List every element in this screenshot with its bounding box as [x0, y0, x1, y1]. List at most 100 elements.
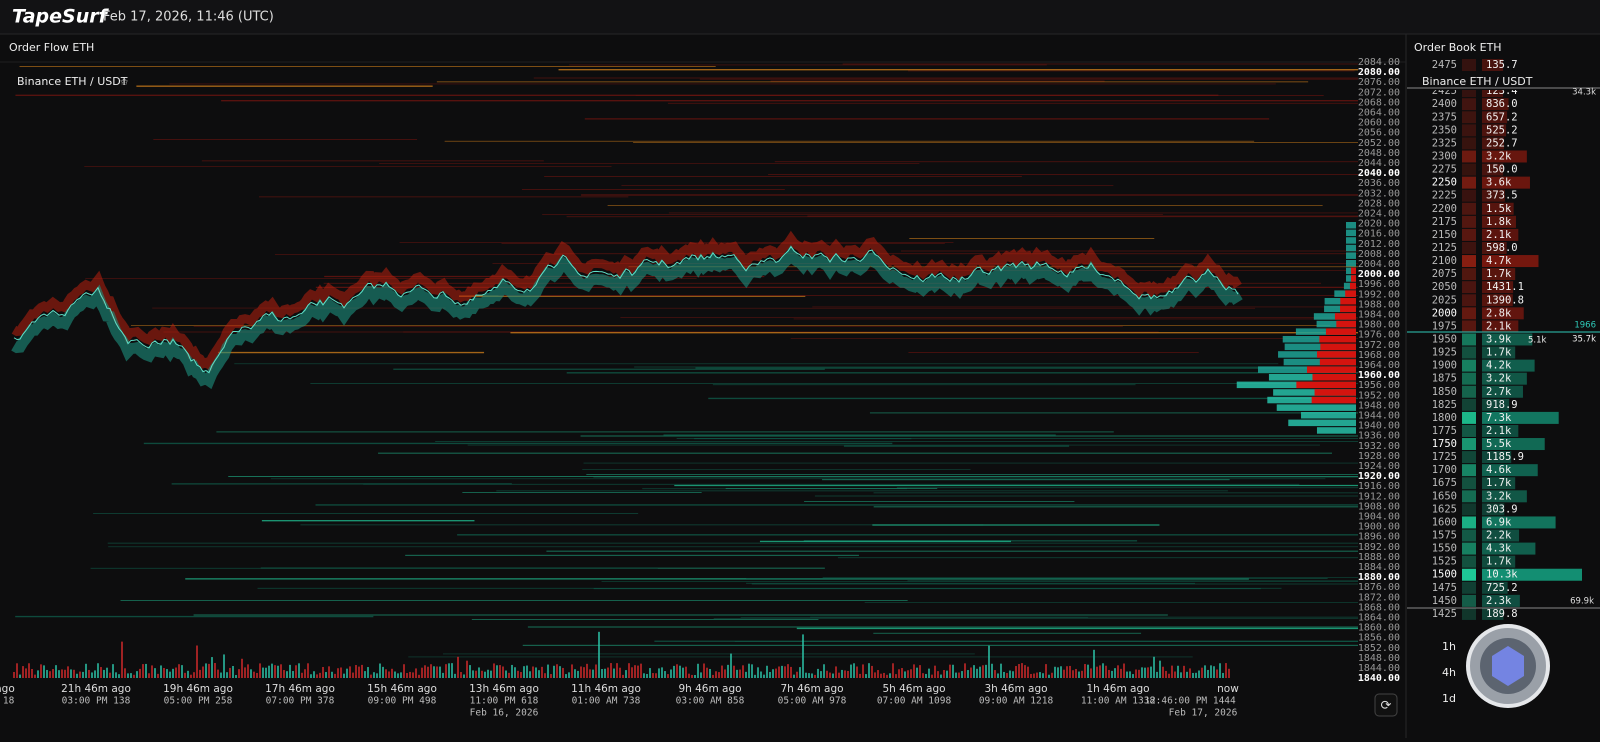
bid-row — [1462, 568, 1476, 581]
book-pair: Binance ETH / USDT — [1422, 75, 1533, 88]
price-axis-label: 2084.00 — [1358, 57, 1400, 68]
book-price: 1600 — [1432, 516, 1457, 528]
book-price: 2300 — [1432, 150, 1457, 162]
pair-label: Binance ETH / USDT — [17, 75, 128, 88]
volume-profile — [1346, 229, 1356, 237]
book-price: 2250 — [1432, 177, 1457, 189]
time-ago-label: 1h 46m ago — [1086, 683, 1149, 695]
ask-row — [1462, 255, 1476, 268]
ask-row — [1462, 137, 1476, 150]
ask-depth — [1482, 163, 1504, 176]
book-price: 2100 — [1432, 255, 1457, 267]
bid-row — [1462, 359, 1476, 372]
price-axis-label: 1876.00 — [1358, 582, 1400, 593]
price-axis-label: 1844.00 — [1358, 663, 1400, 674]
bid-row — [1462, 477, 1476, 490]
bid-depth — [1482, 346, 1516, 359]
pin-icon[interactable]: ✩ — [120, 77, 129, 88]
book-price: 2125 — [1432, 242, 1457, 254]
price-axis-label: 2032.00 — [1358, 188, 1400, 199]
bid-depth — [1482, 555, 1516, 568]
ask-depth — [1482, 59, 1504, 71]
timeframe[interactable]: 1h — [1442, 640, 1456, 653]
book-price: 1500 — [1432, 569, 1457, 581]
book-size: 1.8k — [1486, 216, 1512, 228]
timeframe[interactable]: 4h — [1442, 666, 1456, 679]
price-axis-label: 2080.00 — [1358, 67, 1400, 78]
volume-profile — [1346, 222, 1356, 229]
time-label: 12:46:00 PM 1444 — [1144, 696, 1236, 707]
book-price: 1975 — [1432, 320, 1457, 332]
price-axis-label: 2020.00 — [1358, 219, 1400, 230]
price-band-bid — [11, 245, 1243, 390]
price-axis-label: 1948.00 — [1358, 400, 1400, 411]
bid-depth — [1482, 607, 1504, 620]
price-axis-label: 1944.00 — [1358, 411, 1400, 422]
book-price: 1550 — [1432, 543, 1457, 555]
price-axis-label: 1880.00 — [1358, 572, 1400, 583]
bid-row — [1462, 398, 1476, 411]
price-axis-label: 1904.00 — [1358, 512, 1400, 523]
book-size: 525.2 — [1486, 124, 1518, 136]
volume-profile-ask — [1319, 358, 1356, 366]
bid-row — [1462, 333, 1476, 346]
ask-row — [1462, 320, 1476, 333]
bid-row — [1462, 372, 1476, 385]
pair-bg — [1407, 74, 1600, 90]
ask-depth — [1482, 124, 1507, 137]
ask-row — [1462, 294, 1476, 307]
bid-depth — [1482, 516, 1556, 529]
bid-row — [1462, 542, 1476, 555]
logo[interactable]: TapeSurf — [12, 6, 110, 28]
book-price: 1825 — [1432, 399, 1457, 411]
price-axis-label: 1888.00 — [1358, 552, 1400, 563]
volume-profile-ask — [1312, 374, 1356, 381]
book-size: 1.5k — [1486, 203, 1512, 215]
book-price: 1575 — [1432, 530, 1457, 542]
ask-total: 34.3k — [1572, 88, 1596, 98]
book-size: 135.7 — [1486, 59, 1518, 71]
volume-profile — [1276, 404, 1356, 411]
ask-depth — [1482, 98, 1509, 111]
ask-row — [1462, 163, 1476, 176]
ask-depth — [1482, 202, 1514, 215]
price-axis-label: 1976.00 — [1358, 330, 1400, 341]
refresh-button[interactable] — [1374, 693, 1398, 717]
price-axis-label: 2012.00 — [1358, 239, 1400, 250]
bid-depth — [1482, 333, 1533, 346]
price-axis-label: 1900.00 — [1358, 522, 1400, 533]
volume-profile-ask — [1340, 305, 1356, 313]
ask-depth — [1482, 268, 1516, 281]
price-axis-label: 2008.00 — [1358, 249, 1400, 260]
book-size: 1.7k — [1486, 477, 1512, 489]
price-axis-label: 2060.00 — [1358, 118, 1400, 129]
time-ago-label: 3h 46m ago — [984, 683, 1047, 695]
volume-profile-ask — [1334, 313, 1356, 320]
price-axis-label: 2024.00 — [1358, 209, 1400, 220]
price-axis-label: 1892.00 — [1358, 542, 1400, 553]
book-size: 1.7k — [1486, 268, 1512, 280]
time-label: 09:00 AM 1218 — [979, 696, 1054, 707]
book-price: 2150 — [1432, 229, 1457, 241]
ask-depth — [1482, 176, 1530, 189]
time-ago-label: 7h 46m ago — [780, 683, 843, 695]
book-price: 2025 — [1432, 294, 1457, 306]
price-axis-label: 1956.00 — [1358, 380, 1400, 391]
price-axis-label: 2044.00 — [1358, 158, 1400, 169]
price-axis-label: 1924.00 — [1358, 461, 1400, 472]
book-size: 918.9 — [1486, 399, 1518, 411]
refresh-icon[interactable]: ⟳ — [1381, 699, 1392, 714]
volume-profile-ask — [1351, 275, 1356, 282]
ask-depth — [1482, 294, 1513, 307]
timeframe[interactable]: 1d — [1442, 692, 1456, 705]
bid-row — [1462, 516, 1476, 529]
book-size: 303.9 — [1486, 503, 1518, 515]
volume-profile-ask — [1296, 381, 1356, 389]
book-size: 2.7k — [1486, 386, 1512, 398]
price-axis-label: 1952.00 — [1358, 390, 1400, 401]
book-price: 2050 — [1432, 281, 1457, 293]
ask-row — [1462, 189, 1476, 202]
time-label: 07:00 AM 1098 — [877, 696, 952, 707]
ask-row — [1462, 124, 1476, 137]
bid-depth — [1482, 594, 1520, 607]
